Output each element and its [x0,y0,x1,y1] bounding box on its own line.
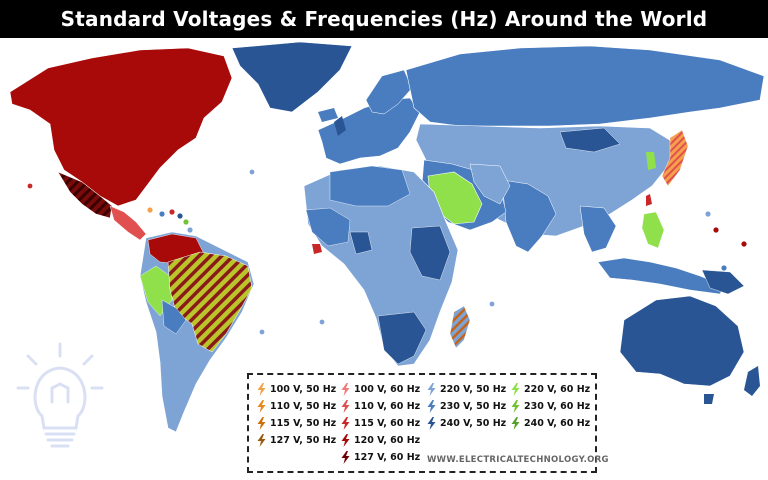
legend-label: 240 V, 50 Hz [440,418,507,429]
region-philippines [641,211,665,249]
lightning-bolt-icon [511,417,520,430]
legend-label: 115 V, 50 Hz [270,418,337,429]
legend-item: 127 V, 60 Hz [341,449,420,466]
region-west-africa [305,207,351,247]
legend-label: 230 V, 50 Hz [440,401,507,412]
marker-atlantic-south [259,329,265,335]
region-north-africa [329,165,411,207]
lightning-bolt-icon [511,383,520,396]
marker-caribbean [159,211,165,217]
legend-item: 230 V, 50 Hz [427,398,506,415]
marker-pacific-island [721,265,727,271]
region-papua [701,269,745,295]
legend-item: 230 V, 60 Hz [511,398,590,415]
region-tasmania [704,394,714,404]
region-mongolia [559,127,621,153]
region-taiwan [646,194,652,206]
marker-pacific [27,183,33,189]
light-bulb-icon [16,342,104,448]
marker-indian-ocean [489,301,495,307]
lightning-bolt-icon [427,383,436,396]
legend-item: 115 V, 60 Hz [341,415,420,432]
legend-column-60hz-low: 100 V, 60 Hz 110 V, 60 Hz 115 V, 60 Hz 120 … [341,381,420,466]
lightning-bolt-icon [341,400,350,413]
region-iran [469,163,511,205]
lightning-bolt-icon [257,417,266,430]
marker-pacific-island [713,227,719,233]
legend-label: 110 V, 60 Hz [354,401,421,412]
region-liberia [312,244,322,254]
world-map [9,41,765,433]
title-bar: Standard Voltages & Frequencies (Hz) Aro… [0,0,768,38]
legend-label: 100 V, 60 Hz [354,384,421,395]
region-europe [317,97,421,165]
legend-label: 120 V, 60 Hz [354,435,421,446]
lightning-bolt-icon [427,417,436,430]
legend-column-50hz-low: 100 V, 50 Hz 110 V, 50 Hz 115 V, 50 Hz 127 … [257,381,336,449]
region-bolivia [161,299,187,335]
legend-item: 115 V, 50 Hz [257,415,336,432]
legend-label: 127 V, 60 Hz [354,452,421,463]
legend-label: 240 V, 60 Hz [524,418,591,429]
legend-item: 110 V, 60 Hz [341,398,420,415]
region-india [501,179,557,253]
legend-item: 120 V, 60 Hz [341,432,420,449]
lightning-bolt-icon [257,400,266,413]
legend-item: 100 V, 50 Hz [257,381,336,398]
region-nigeria [349,231,373,255]
legend-item: 220 V, 60 Hz [511,381,590,398]
region-greenland [231,41,353,113]
website-url: WWW.ELECTRICALTECHNOLOGY.ORG [427,455,609,465]
legend-item: 110 V, 50 Hz [257,398,336,415]
marker-atlantic [249,169,255,175]
legend-label: 115 V, 60 Hz [354,418,421,429]
legend-item: 220 V, 50 Hz [427,381,506,398]
lightning-bolt-icon [341,383,350,396]
region-southern-africa [377,311,427,365]
legend-label: 220 V, 50 Hz [440,384,507,395]
lightning-bolt-icon [511,400,520,413]
region-east-africa [409,225,451,281]
marker-caribbean [183,219,189,225]
legend-label: 220 V, 60 Hz [524,384,591,395]
marker-caribbean [187,227,193,233]
legend-item: 127 V, 50 Hz [257,432,336,449]
region-southeast-asia [579,205,617,253]
map-title: Standard Voltages & Frequencies (Hz) Aro… [60,7,708,31]
region-australia [619,295,745,387]
legend-item: 240 V, 50 Hz [427,415,506,432]
lightning-bolt-icon [427,400,436,413]
region-north-america [9,47,233,207]
lightning-bolt-icon [257,434,266,447]
region-russia [405,45,765,127]
legend: 100 V, 50 Hz 110 V, 50 Hz 115 V, 50 Hz 127 … [247,373,597,473]
region-japan [661,129,689,187]
region-madagascar [449,305,471,349]
legend-column-50hz-high: 220 V, 50 Hz 230 V, 50 Hz 240 V, 50 Hz [427,381,506,432]
legend-item: 100 V, 60 Hz [341,381,420,398]
lightning-bolt-icon [341,417,350,430]
marker-pacific-island [741,241,747,247]
legend-item: 240 V, 60 Hz [511,415,590,432]
marker-pacific-island [705,211,711,217]
legend-column-60hz-high: 220 V, 60 Hz 230 V, 60 Hz 240 V, 60 Hz [511,381,590,432]
legend-label: 110 V, 50 Hz [270,401,337,412]
marker-caribbean [177,213,183,219]
region-uk [334,116,346,136]
marker-caribbean [169,209,175,215]
region-iceland [318,108,338,122]
lightning-bolt-icon [257,383,266,396]
region-mexico [57,171,113,219]
region-new-zealand [744,366,760,396]
lightning-bolt-icon [341,451,350,464]
legend-label: 127 V, 50 Hz [270,435,337,446]
region-central-america [109,205,147,241]
marker-caribbean [147,207,153,213]
legend-label: 100 V, 50 Hz [270,384,337,395]
lightning-bolt-icon [341,434,350,447]
legend-label: 230 V, 60 Hz [524,401,591,412]
region-scandinavia [365,69,413,115]
region-korea [646,152,656,170]
marker-indian-ocean [319,319,325,325]
